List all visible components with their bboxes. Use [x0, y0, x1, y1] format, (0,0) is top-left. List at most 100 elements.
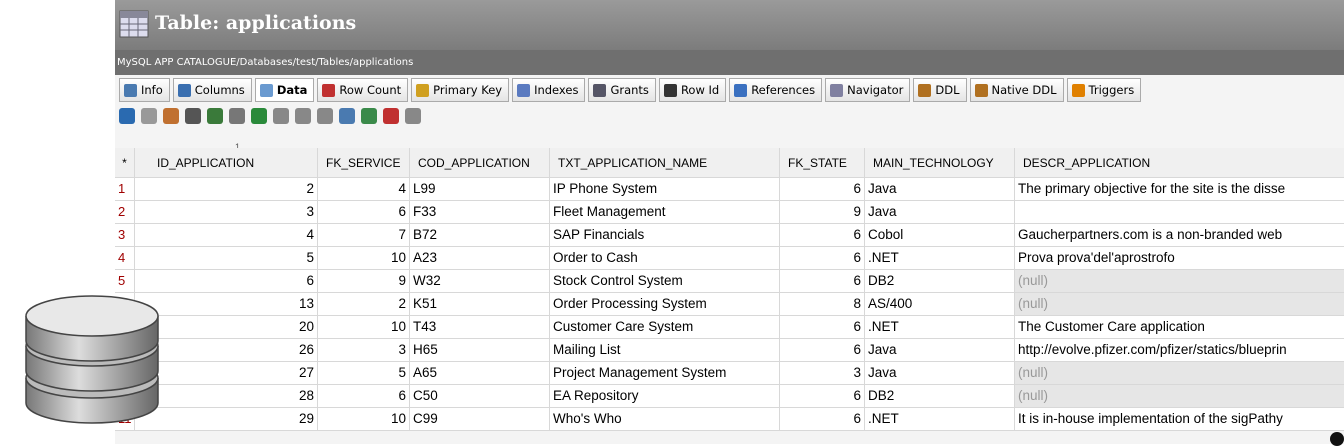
cell: Stock Control System [550, 270, 780, 293]
cursor-dot [1330, 432, 1344, 446]
tab-label: Native DDL [991, 83, 1057, 97]
column-header[interactable]: DESCR_APPLICATION [1015, 148, 1344, 178]
row-number: 1 [115, 178, 135, 201]
cell: A23 [410, 247, 550, 270]
cell: 6 [318, 385, 410, 408]
cell: 29 [135, 408, 318, 431]
window-title: Table: applications [155, 12, 357, 34]
cell: DB2 [865, 385, 1015, 408]
toolbar-button[interactable] [251, 108, 267, 124]
row-number: 4 [115, 247, 135, 270]
tab[interactable]: Columns [172, 78, 252, 102]
column-header[interactable]: FK_STATE [780, 148, 865, 178]
toolbar-button[interactable] [185, 108, 201, 124]
tab[interactable]: Row Count [317, 78, 409, 102]
cell: Order to Cash [550, 247, 780, 270]
tab-icon [517, 83, 531, 97]
cell: 27 [135, 362, 318, 385]
cell: 6 [318, 201, 410, 224]
cell: Java [865, 362, 1015, 385]
toolbar-button[interactable] [339, 108, 355, 124]
toolbar-button[interactable] [163, 108, 179, 124]
cell: EA Repository [550, 385, 780, 408]
cell: (null) [1015, 385, 1344, 408]
tab-label: Info [141, 83, 163, 97]
tab-label: Triggers [1088, 83, 1135, 97]
tab-label: Data [276, 83, 308, 97]
table-icon [119, 10, 149, 38]
sort-indicator: 1 [235, 142, 241, 152]
column-header[interactable]: FK_SERVICE [318, 148, 410, 178]
toolbar-button[interactable] [405, 108, 421, 124]
cell: 5 [318, 362, 410, 385]
tab-label: Indexes [534, 83, 579, 97]
toolbar-button[interactable] [119, 108, 135, 124]
cell: Customer Care System [550, 316, 780, 339]
tab-icon [177, 83, 191, 97]
column-header[interactable]: MAIN_TECHNOLOGY [865, 148, 1015, 178]
cell: 6 [780, 224, 865, 247]
cell: 4 [318, 178, 410, 201]
tab[interactable]: Primary Key [411, 78, 510, 102]
cell: Java [865, 339, 1015, 362]
cell: 6 [780, 316, 865, 339]
cell: 4 [135, 224, 318, 247]
cell: http://evolve.pfizer.com/pfizer/statics/… [1015, 339, 1344, 362]
tab[interactable]: Info [119, 78, 170, 102]
cell: Project Management System [550, 362, 780, 385]
cell: The Customer Care application [1015, 316, 1344, 339]
tab[interactable]: Grants [588, 78, 656, 102]
cell: 2 [135, 178, 318, 201]
cell: C50 [410, 385, 550, 408]
tab-label: DDL [935, 83, 960, 97]
column-header[interactable]: TXT_APPLICATION_NAME [550, 148, 780, 178]
cell: The primary objective for the site is th… [1015, 178, 1344, 201]
tab[interactable]: DDL [913, 78, 967, 102]
toolbar-button[interactable] [383, 108, 399, 124]
tab-label: Navigator [847, 83, 904, 97]
tab[interactable]: Indexes [512, 78, 586, 102]
tab[interactable]: Navigator [825, 78, 911, 102]
tab-icon [734, 83, 748, 97]
cell: 3 [135, 201, 318, 224]
cell: 9 [318, 270, 410, 293]
column-header[interactable]: ID_APPLICATION [135, 148, 318, 178]
tab[interactable]: Row Id [658, 78, 727, 102]
cell: Java [865, 178, 1015, 201]
tab-icon [663, 83, 677, 97]
tab[interactable]: Triggers [1066, 78, 1142, 102]
column-header[interactable]: COD_APPLICATION [410, 148, 550, 178]
tab[interactable]: Data [254, 78, 315, 102]
cell: Java [865, 201, 1015, 224]
cell: 6 [780, 247, 865, 270]
toolbar-button[interactable] [273, 108, 289, 124]
tab-icon [322, 83, 336, 97]
toolbar-button[interactable] [207, 108, 223, 124]
cell: 7 [318, 224, 410, 247]
tab-icon [830, 83, 844, 97]
toolbar-button[interactable] [295, 108, 311, 124]
tab-icon [1071, 83, 1085, 97]
cell: .NET [865, 247, 1015, 270]
cell: 6 [135, 270, 318, 293]
cell: C99 [410, 408, 550, 431]
toolbar-button[interactable] [229, 108, 245, 124]
toolbar-button[interactable] [141, 108, 157, 124]
corner-cell: * [115, 148, 135, 178]
toolbar-button[interactable] [317, 108, 333, 124]
tab-icon [974, 83, 988, 97]
cell: (null) [1015, 270, 1344, 293]
tab[interactable]: Native DDL [969, 78, 1064, 102]
cell: AS/400 [865, 293, 1015, 316]
cell: 13 [135, 293, 318, 316]
tab[interactable]: References [729, 78, 823, 102]
toolbar [115, 108, 421, 124]
tab-icon [593, 83, 607, 97]
cell: W32 [410, 270, 550, 293]
table-window: Table: applications MySQL APP CATALOGUE/… [115, 0, 1344, 444]
toolbar-button[interactable] [361, 108, 377, 124]
row-number: 5 [115, 270, 135, 293]
title-bar: Table: applications [115, 0, 1344, 50]
cell: 26 [135, 339, 318, 362]
